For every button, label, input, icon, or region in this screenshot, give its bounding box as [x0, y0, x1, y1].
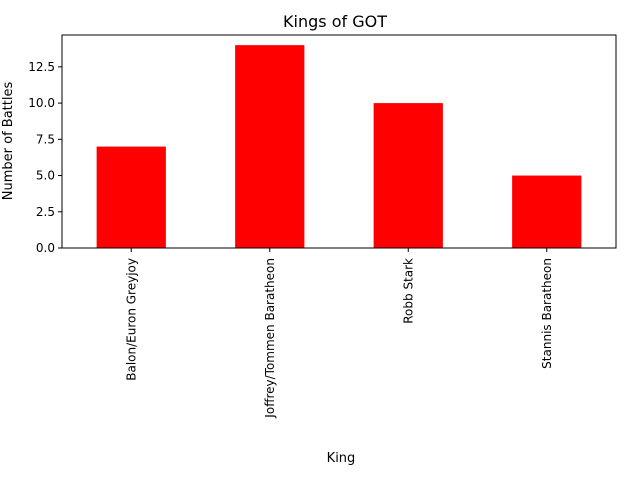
bar [512, 175, 582, 248]
y-tick-label: 12.5 [28, 60, 55, 74]
x-tick-label: Stannis Baratheon [540, 258, 554, 369]
bar [235, 45, 305, 249]
chart-title: Kings of GOT [283, 12, 387, 31]
x-axis-label: King [327, 451, 356, 466]
x-axis: Balon/Euron Greyjoy Joffrey/Tommen Barath… [124, 248, 554, 419]
x-tick-label: Joffrey/Tommen Baratheon [263, 258, 277, 419]
bar [96, 146, 166, 248]
y-tick-label: 5.0 [36, 169, 55, 183]
bars-group [96, 45, 582, 249]
y-tick-label: 7.5 [36, 132, 55, 146]
plot-frame [61, 34, 617, 249]
x-tick-label: Robb Stark [401, 258, 415, 324]
y-tick-label: 2.5 [36, 205, 55, 219]
y-axis-label: Number of Battles [1, 82, 16, 201]
y-tick-label: 0.0 [36, 241, 55, 255]
y-axis: 0.0 2.5 5.0 7.5 10.0 12.5 [28, 60, 62, 255]
y-tick-label: 10.0 [28, 96, 55, 110]
bar [373, 103, 443, 248]
x-tick-label: Balon/Euron Greyjoy [124, 258, 138, 381]
